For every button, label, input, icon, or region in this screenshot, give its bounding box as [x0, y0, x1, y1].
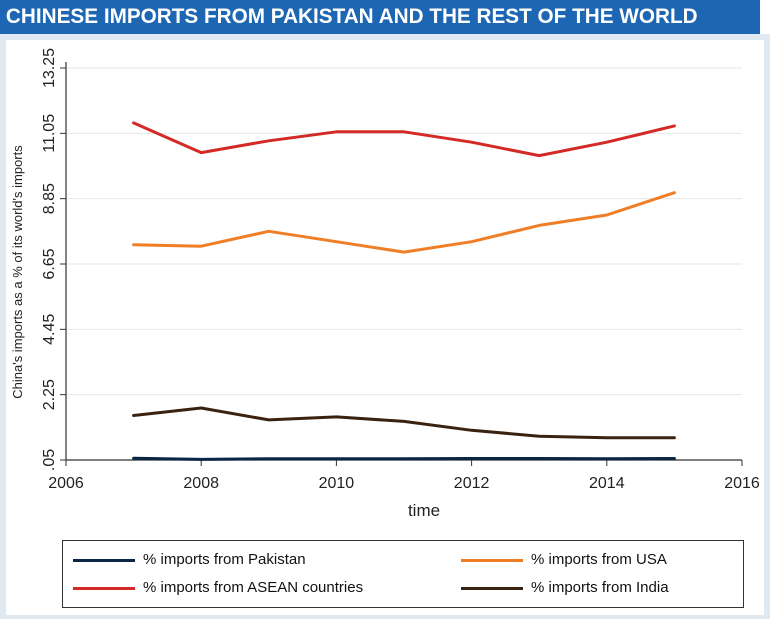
legend: % imports from Pakistan % imports from U…	[62, 540, 744, 608]
legend-swatch-india	[461, 586, 523, 590]
legend-label: % imports from USA	[531, 551, 667, 568]
y-tick-label: 6.65	[41, 248, 58, 279]
legend-label: % imports from Pakistan	[143, 551, 306, 568]
legend-swatch-asean	[73, 586, 135, 590]
axis-labels: .05 2.25 4.45 6.65 8.85 11.05 13.25 2006 2008 201…	[10, 48, 760, 520]
legend-label: % imports from India	[531, 579, 669, 596]
x-tick-label: 2010	[319, 475, 355, 492]
legend-item-india: % imports from India	[461, 577, 669, 599]
y-tick-label: 4.45	[41, 314, 58, 345]
series-lines	[132, 121, 676, 461]
grid-lines	[66, 67, 742, 461]
x-tick-label: 2008	[183, 475, 219, 492]
legend-swatch-pakistan	[73, 558, 135, 562]
x-axis-title: time	[408, 501, 440, 520]
y-tick-label: 13.25	[41, 48, 58, 88]
legend-label: % imports from ASEAN countries	[143, 579, 364, 596]
series-line-0	[132, 456, 676, 461]
x-tick-label: 2006	[48, 475, 84, 492]
series-line-1	[132, 191, 676, 254]
legend-item-usa: % imports from USA	[461, 549, 667, 571]
y-tick-label: 8.85	[41, 183, 58, 214]
y-tick-label: 11.05	[41, 114, 58, 153]
chart-banner-title: CHINESE IMPORTS FROM PAKISTAN AND THE RE…	[0, 0, 760, 34]
y-tick-label: .05	[41, 449, 58, 471]
x-tick-label: 2016	[724, 475, 760, 492]
legend-swatch-usa	[461, 558, 523, 562]
series-line-3	[132, 406, 676, 440]
y-tick-label: 2.25	[41, 379, 58, 410]
legend-item-pakistan: % imports from Pakistan	[73, 549, 306, 571]
x-tick-label: 2014	[589, 475, 625, 492]
x-tick-label: 2012	[454, 475, 490, 492]
legend-item-asean: % imports from ASEAN countries	[73, 577, 363, 599]
series-line-2	[132, 121, 676, 158]
y-axis-title: China's imports as a % of its world's im…	[10, 145, 25, 399]
